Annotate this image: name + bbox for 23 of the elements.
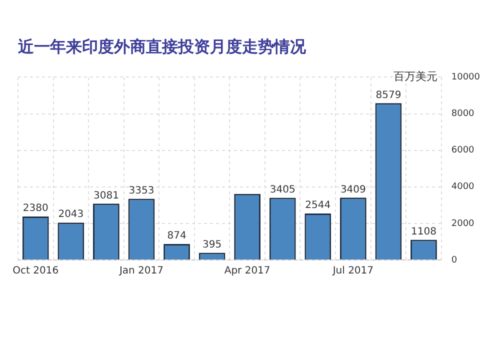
y-tick-label: 6000 xyxy=(451,146,475,156)
x-tick-label: Jul 2017 xyxy=(332,266,374,277)
y-tick-label: 4000 xyxy=(451,182,475,192)
y-tick-label: 2000 xyxy=(451,218,475,229)
chart-title: 近一年来印度外商直接投资月度走势情况 xyxy=(17,36,307,56)
data-label: 395 xyxy=(202,239,222,250)
data-label: 3353 xyxy=(128,185,154,196)
x-tick-label: Apr 2017 xyxy=(224,266,270,277)
y-tick-label: 10000 xyxy=(451,72,480,83)
data-label: 3405 xyxy=(270,184,296,196)
data-label: 8579 xyxy=(376,90,402,101)
data-label: 2380 xyxy=(22,203,48,214)
y-tick-label: 8000 xyxy=(451,109,475,120)
y-axis-title: 百万美元 xyxy=(393,70,438,84)
data-label: 874 xyxy=(167,230,186,242)
y-tick-label: 0 xyxy=(451,255,458,266)
data-label: 2544 xyxy=(305,200,331,212)
data-label: 1108 xyxy=(411,226,436,238)
x-tick-label: Jan 2017 xyxy=(118,266,164,277)
data-label: 2043 xyxy=(58,209,84,220)
data-label: 3409 xyxy=(340,184,366,196)
x-tick-label: Oct 2016 xyxy=(12,266,59,277)
data-label: 3081 xyxy=(93,190,119,202)
